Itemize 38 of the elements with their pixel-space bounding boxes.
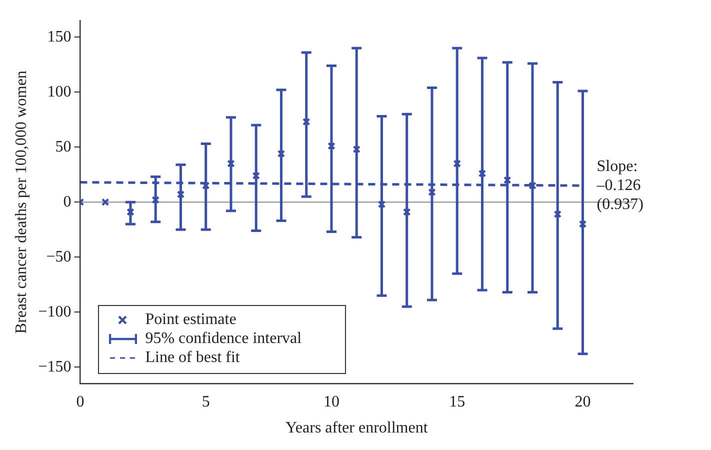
point (352, 145, 361, 154)
point (202, 182, 210, 190)
x-tick-label: 0 (76, 393, 84, 410)
point (328, 142, 336, 150)
legend-label: Line of best fit (145, 349, 240, 368)
point (503, 176, 512, 184)
point (176, 190, 185, 198)
y-tick-label: 50 (55, 138, 72, 156)
point (378, 200, 386, 208)
annotation: Slope: –0.126 (0.937) (596, 158, 644, 213)
y-tick-label: −100 (38, 303, 72, 320)
x-tick-label: 15 (449, 393, 466, 410)
point (126, 208, 134, 216)
point (578, 220, 587, 228)
x-tick-label: 10 (323, 393, 340, 410)
point (101, 198, 110, 206)
x-axis-title: Years after enrollment (285, 420, 428, 437)
point (428, 188, 436, 196)
y-axis-title: Breast cancer deaths per 100,000 women (12, 70, 30, 334)
x-tick-label: 5 (202, 393, 210, 410)
point (152, 196, 160, 204)
point (528, 182, 536, 190)
point (453, 160, 462, 168)
point (554, 210, 562, 218)
point (277, 150, 286, 158)
point (302, 118, 310, 126)
y-tick-label: −150 (38, 358, 72, 376)
y-tick-label: −50 (46, 248, 72, 266)
point (227, 160, 235, 168)
y-tick-label: 100 (47, 83, 72, 100)
annotation: 95% confidence interval (145, 330, 302, 348)
point (252, 172, 260, 180)
y-tick-label: 0 (63, 193, 72, 210)
point (402, 208, 411, 216)
legend-label: Point estimate (145, 311, 236, 330)
point (478, 170, 486, 178)
x-tick-label: 20 (574, 393, 591, 410)
y-tick-label: 150 (47, 28, 72, 46)
